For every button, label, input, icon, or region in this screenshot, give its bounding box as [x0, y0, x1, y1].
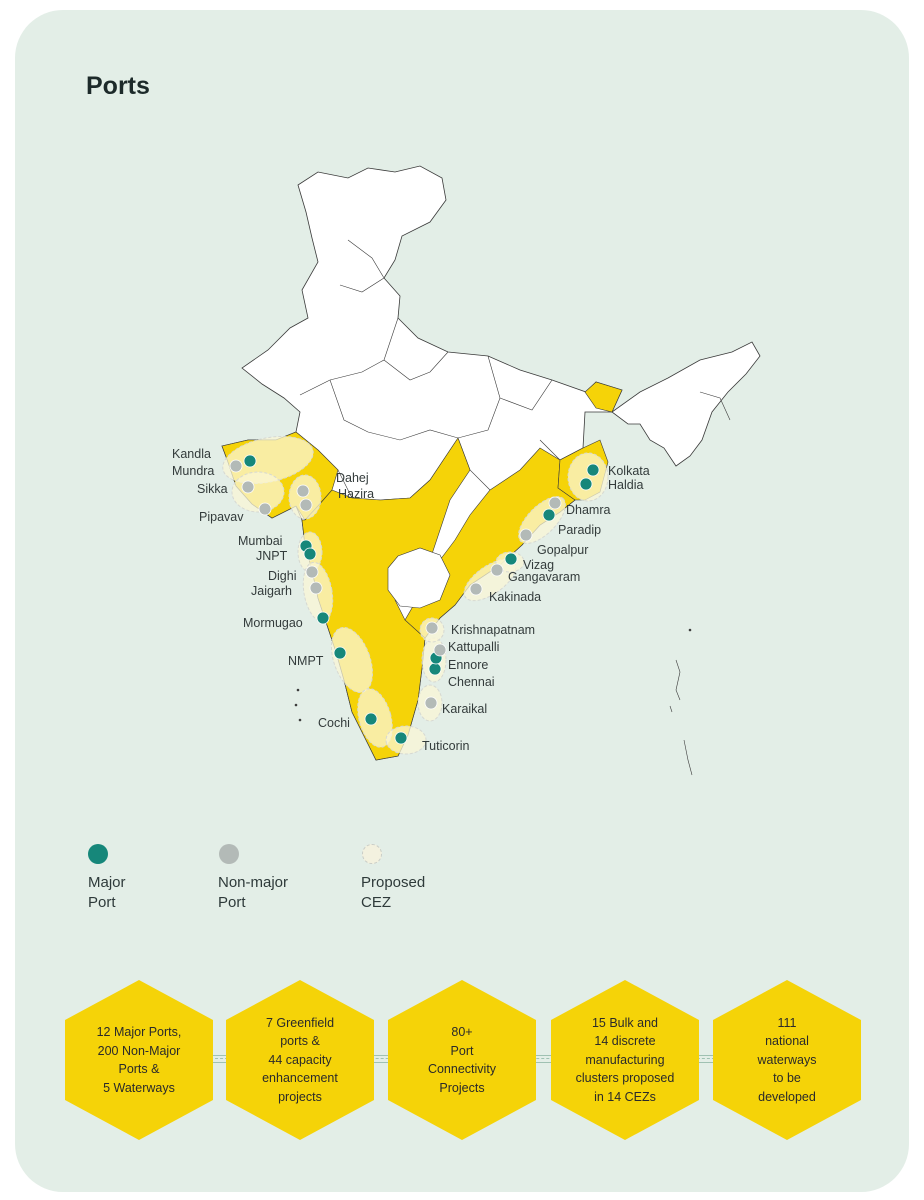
port-marker-kandla — [243, 454, 257, 468]
port-label-kolkata: Kolkata — [608, 464, 650, 478]
port-marker-mormugao — [316, 611, 330, 625]
cez-kolkata — [567, 452, 609, 502]
port-label-dahej: Dahej — [336, 471, 369, 485]
port-marker-gangavaram — [490, 563, 504, 577]
port-marker-dhamra — [548, 496, 562, 510]
port-label-pipavav: Pipavav — [199, 510, 244, 524]
port-marker-dighi — [305, 565, 319, 579]
islands — [294, 628, 693, 776]
port-label-mundra: Mundra — [172, 464, 214, 478]
port-marker-haldia — [579, 477, 593, 491]
cez-pipavav — [231, 471, 285, 513]
port-label-karaikal: Karaikal — [442, 702, 487, 716]
port-label-sikka: Sikka — [197, 482, 228, 496]
port-marker-gopalpur — [519, 528, 533, 542]
port-label-gopalpur: Gopalpur — [537, 543, 588, 557]
ports-layer: Kandla Mundra Sikka Pipavav Dahej Hazira Mumba… — [172, 447, 650, 753]
port-label-jnpt: JNPT — [256, 549, 288, 563]
port-marker-mundra — [229, 459, 243, 473]
legend-non-major-port-label: Non-major Port — [218, 874, 289, 911]
page-title: Ports — [86, 72, 150, 100]
stat-text-4: 15 Bulk and 14 discrete manufacturing cl… — [575, 1015, 675, 1104]
port-label-hazira: Hazira — [338, 487, 374, 501]
port-label-dhamra: Dhamra — [566, 503, 611, 517]
port-label-chennai: Chennai — [448, 675, 495, 689]
port-label-tuticorin: Tuticorin — [422, 739, 470, 753]
port-marker-jaigarh — [309, 581, 323, 595]
port-marker-karaikal — [424, 696, 438, 710]
port-label-kattupalli: Kattupalli — [448, 640, 499, 654]
port-label-mormugao: Mormugao — [243, 616, 303, 630]
port-marker-kakinada — [469, 582, 483, 596]
port-label-nmpt: NMPT — [288, 654, 324, 668]
port-label-mumbai: Mumbai — [238, 534, 282, 548]
port-label-vizag: Vizag — [523, 558, 554, 572]
port-marker-paradip — [542, 508, 556, 522]
cez-kandla — [222, 435, 314, 485]
port-marker-sikka — [241, 480, 255, 494]
port-marker-vizag — [504, 552, 518, 566]
port-marker-chennai — [428, 662, 442, 676]
port-label-krishnapatnam: Krishnapatnam — [451, 623, 535, 637]
port-marker-nmpt — [333, 646, 347, 660]
stat-text-5: 111 national waterways to be developed — [757, 1015, 817, 1104]
port-marker-krishnapatnam — [425, 621, 439, 635]
port-marker-kattupalli — [433, 643, 447, 657]
legend-major-port-marker — [88, 844, 108, 864]
northeast-region — [611, 341, 761, 467]
port-marker-jnpt — [303, 547, 317, 561]
legend-non-major-port-marker — [219, 844, 239, 864]
port-marker-dahej — [296, 484, 310, 498]
legend-proposed-cez-label: Proposed CEZ — [361, 874, 426, 911]
stat-text-3: 80+ Port Connectivity Projects — [427, 1025, 497, 1095]
port-label-haldia: Haldia — [608, 478, 643, 492]
port-marker-tuticorin — [394, 731, 408, 745]
legend-proposed-cez-marker — [362, 844, 382, 864]
inland-state — [387, 547, 451, 609]
port-marker-cochi — [364, 712, 378, 726]
port-marker-pipavav — [258, 502, 272, 516]
port-label-gangavaram: Gangavaram — [508, 570, 580, 584]
port-label-ennore: Ennore — [448, 658, 488, 672]
port-marker-kolkata — [586, 463, 600, 477]
port-label-dighi: Dighi — [268, 569, 297, 583]
port-label-jaigarh: Jaigarh — [251, 584, 292, 598]
port-marker-hazira — [299, 498, 313, 512]
legend-major-port-label: Major Port — [88, 874, 126, 911]
state-sikkim — [584, 381, 623, 413]
stat-text-1: 12 Major Ports, 200 Non-Major Ports & 5 … — [96, 1025, 182, 1095]
port-label-cochi: Cochi — [318, 716, 350, 730]
port-label-paradip: Paradip — [558, 523, 601, 537]
stat-text-2: 7 Greenfield ports & 44 capacity enhance… — [262, 1015, 338, 1104]
port-label-kakinada: Kakinada — [489, 590, 541, 604]
port-label-kandla: Kandla — [172, 447, 211, 461]
